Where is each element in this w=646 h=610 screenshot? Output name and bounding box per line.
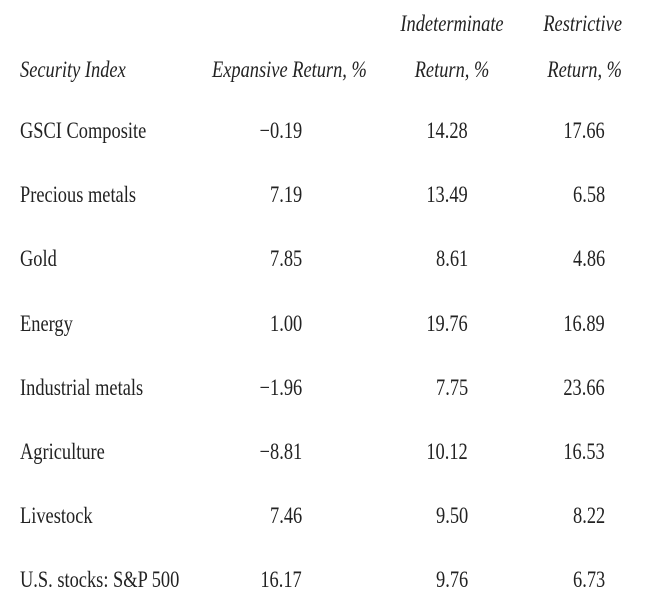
value-cell: 7.46 bbox=[269, 503, 302, 529]
row-label: Precious metals bbox=[20, 182, 136, 208]
value-cell: 1.00 bbox=[269, 310, 302, 336]
value-cell: 9.76 bbox=[435, 567, 468, 593]
value-cell: 8.61 bbox=[435, 246, 468, 272]
row-label: Livestock bbox=[20, 503, 93, 529]
row-label: Agriculture bbox=[20, 439, 105, 464]
value-cell: 10.12 bbox=[426, 439, 468, 464]
value-cell: 7.85 bbox=[269, 246, 302, 272]
row-label: Industrial metals bbox=[20, 374, 144, 400]
row-label: Gold bbox=[20, 246, 57, 272]
value-cell: 14.28 bbox=[426, 118, 468, 143]
value-cell: 16.17 bbox=[260, 567, 302, 593]
column-header: Indeterminate Return, % bbox=[400, 11, 504, 82]
value-cell: 4.86 bbox=[572, 246, 605, 272]
value-cell: 9.50 bbox=[435, 503, 468, 529]
value-cell: 23.66 bbox=[563, 374, 605, 400]
value-cell: 16.53 bbox=[563, 439, 605, 464]
value-cell: 7.75 bbox=[435, 374, 468, 400]
value-cell: −0.19 bbox=[259, 118, 302, 143]
row-label: U.S. stocks: S&P 500 bbox=[20, 567, 180, 593]
value-cell: 19.76 bbox=[426, 310, 468, 336]
value-cell: 6.58 bbox=[572, 182, 605, 208]
value-cell: 7.19 bbox=[269, 182, 302, 208]
column-header: Security Index bbox=[20, 57, 126, 82]
row-label: GSCI Composite bbox=[20, 118, 147, 143]
value-cell: 16.89 bbox=[563, 310, 605, 336]
column-header: Expansive Return, % bbox=[212, 57, 367, 82]
row-label: Energy bbox=[20, 310, 73, 336]
value-cell: 8.22 bbox=[572, 503, 605, 529]
value-cell: 6.73 bbox=[572, 567, 605, 593]
value-cell: −8.81 bbox=[259, 439, 302, 464]
value-cell: −1.96 bbox=[259, 374, 302, 400]
value-cell: 17.66 bbox=[563, 118, 605, 143]
value-cell: 13.49 bbox=[426, 182, 468, 208]
column-header: Restrictive Return, % bbox=[543, 11, 622, 82]
